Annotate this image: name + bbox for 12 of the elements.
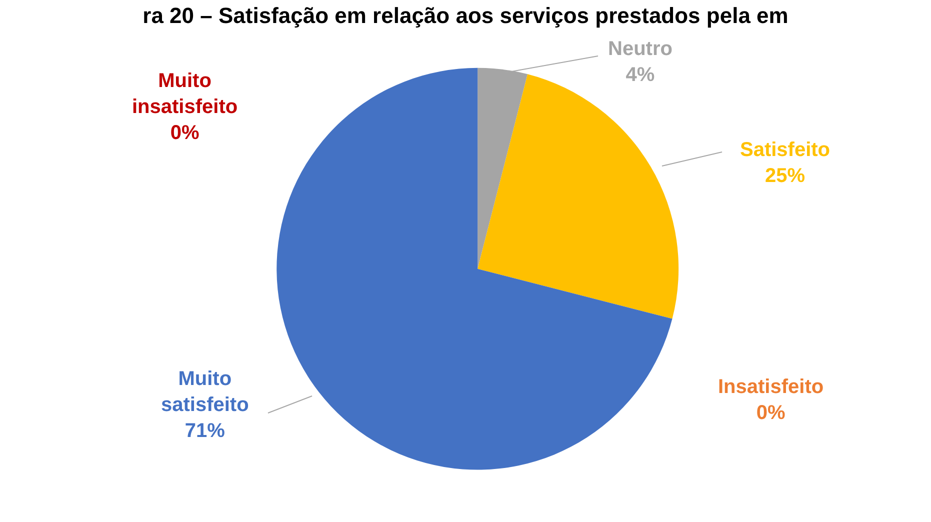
pie-slice (276, 68, 672, 470)
data-label: 4% (626, 64, 655, 86)
text: 0% (756, 402, 786, 424)
text: 0% (170, 122, 200, 144)
category-label: Muito insatisfeito (132, 70, 238, 118)
data-label: 71% (184, 420, 226, 442)
data-label: 25% (765, 165, 806, 187)
slice-label: Muito satisfeito (161, 368, 249, 416)
slice-label: Neutro (608, 38, 672, 60)
category-label: Insatisfeito (718, 376, 824, 398)
slice-label: Satisfeito (740, 139, 830, 161)
chart-title: ra 20 – Satisfação em relação aos serviços prestados pela em (142, 3, 788, 28)
